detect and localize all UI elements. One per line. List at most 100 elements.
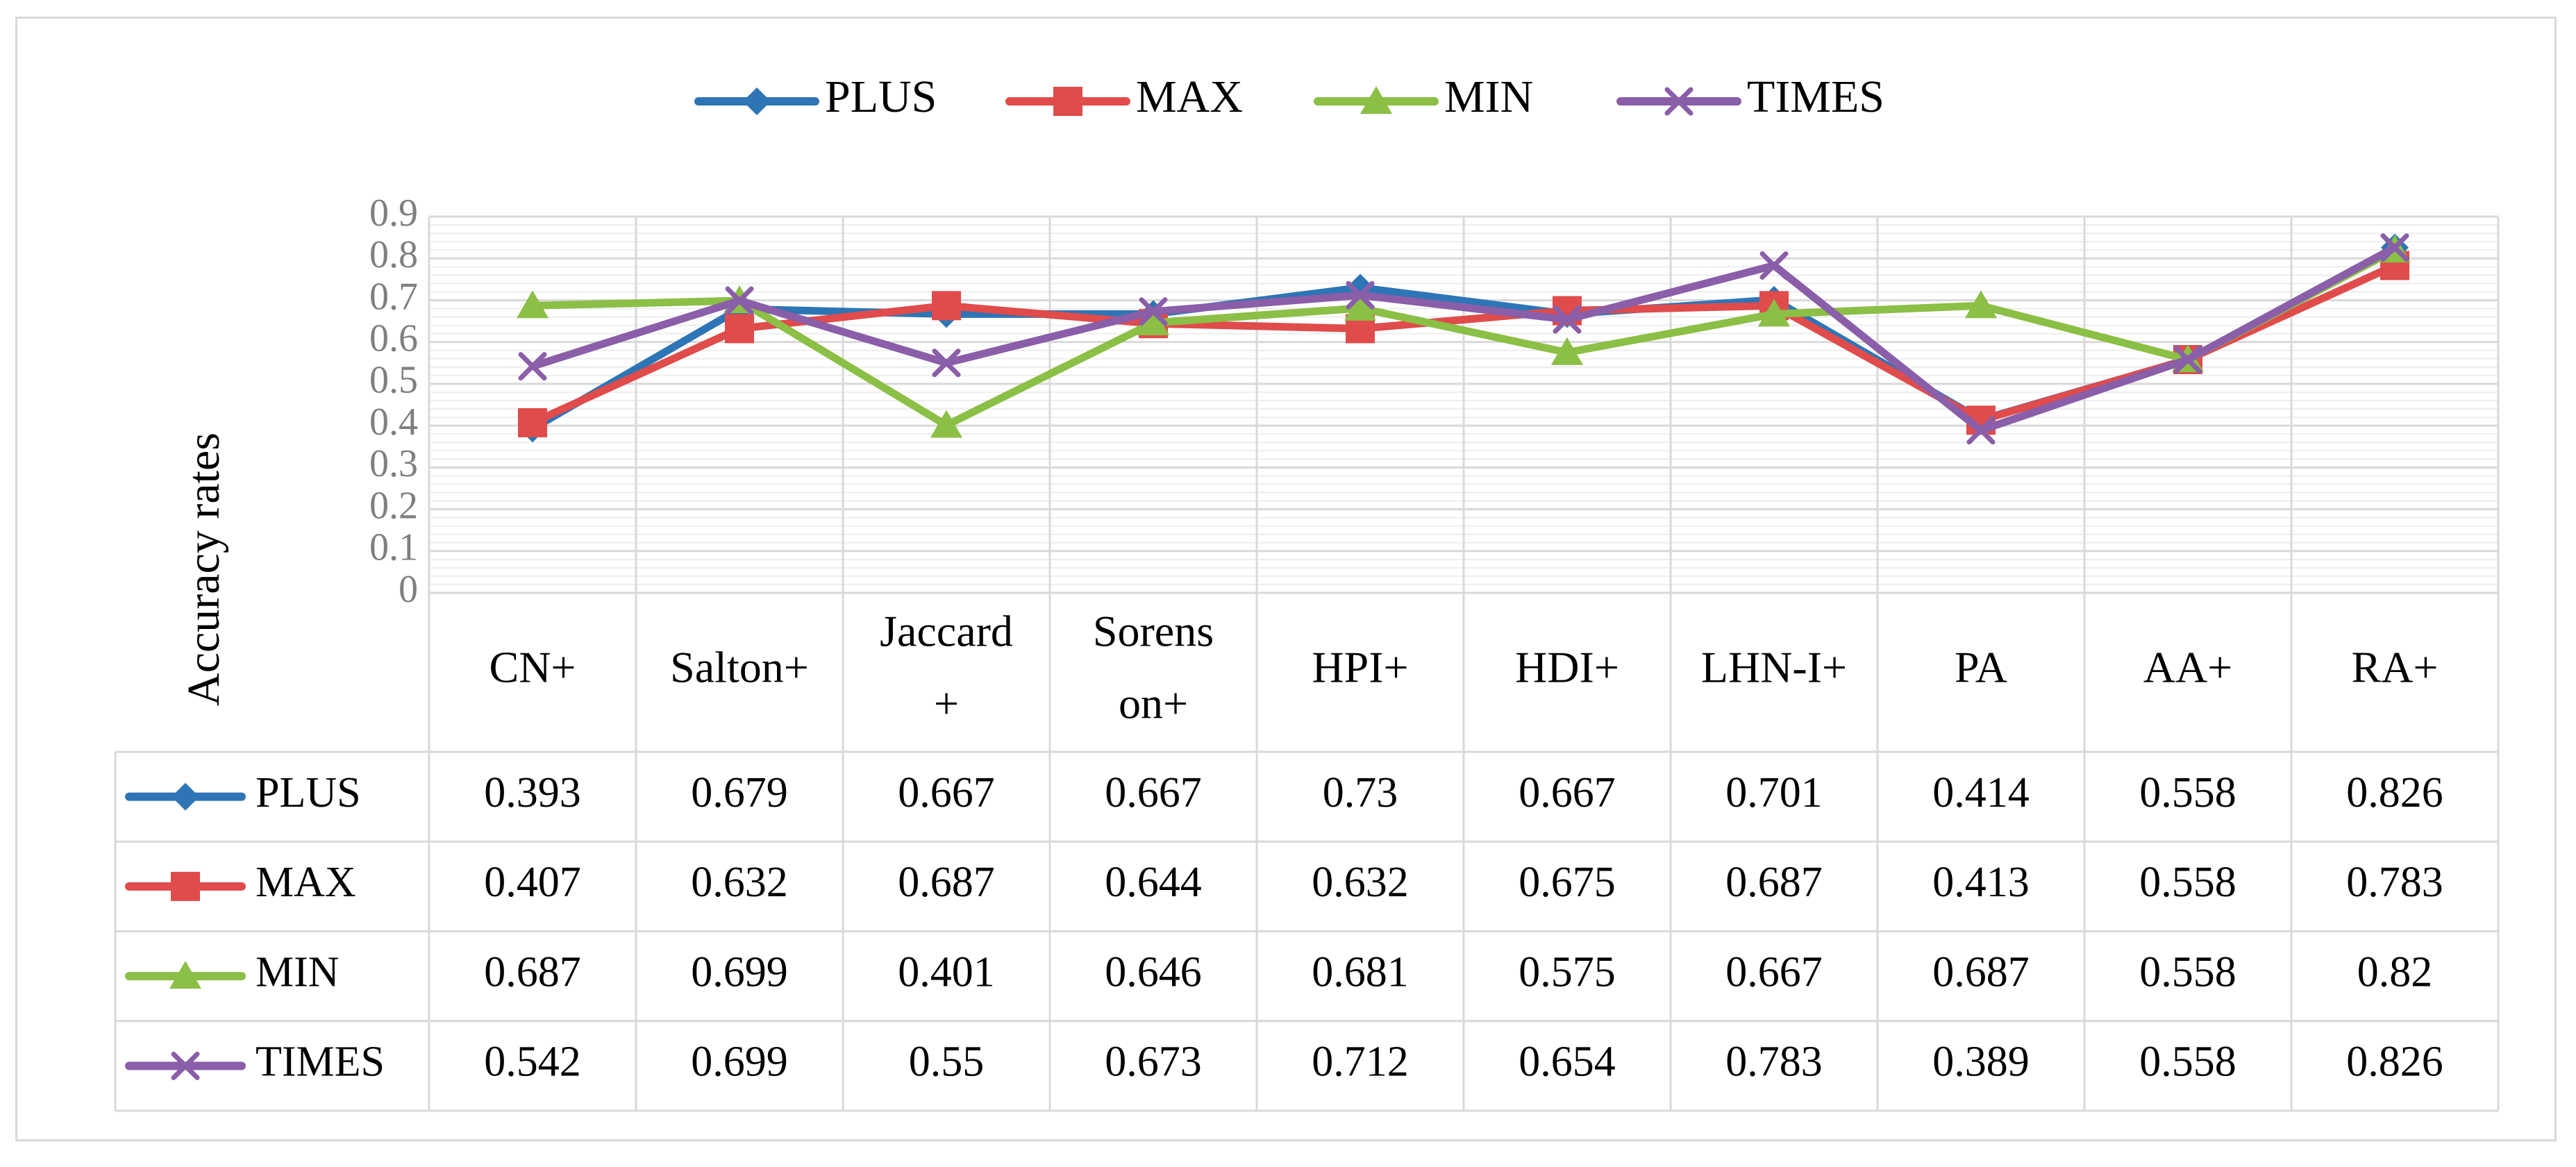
- category-label: Salton+: [670, 643, 809, 692]
- table-cell-value: 0.413: [1932, 859, 2030, 906]
- data-point: [2173, 345, 2202, 374]
- table-cell-value: 0.646: [1105, 948, 1202, 996]
- table-cell-value: 0.687: [1932, 948, 2030, 996]
- data-point: [930, 410, 962, 438]
- table-row-key-plus: [125, 782, 246, 811]
- table-cell-value: 0.667: [1725, 948, 1823, 996]
- legend-label: MIN: [1444, 72, 1533, 122]
- table-cell-value: 0.783: [2346, 859, 2443, 906]
- table-cell-value: 0.414: [1932, 769, 2030, 816]
- table-cell-value: 0.667: [898, 769, 995, 816]
- table-cell-value: 0.783: [1725, 1039, 1823, 1086]
- table-row-label: TIMES: [256, 1039, 385, 1086]
- legend-label: MAX: [1136, 72, 1243, 122]
- legend-swatch-marker: [743, 87, 771, 115]
- data-point: [1551, 337, 1583, 365]
- data-point: [1139, 297, 1168, 326]
- series-line: [528, 244, 2399, 435]
- data-point: [1346, 280, 1375, 310]
- y-tick-label: 0.2: [369, 484, 418, 527]
- data-point: [725, 314, 754, 344]
- table-cell-value: 0.699: [691, 1039, 788, 1086]
- category-label: Sorens: [1093, 607, 1214, 656]
- table-cell-value: 0.654: [1519, 1039, 1616, 1086]
- legend-item-min: [1314, 86, 1439, 114]
- table-cell-value: 0.55: [909, 1039, 985, 1086]
- table-cell-value: 0.681: [1312, 948, 1409, 996]
- table-cell-value: 0.558: [2139, 859, 2236, 906]
- table-row-key-min: [125, 961, 246, 989]
- data-point: [932, 349, 961, 378]
- y-axis-title: Accuracy rates: [178, 433, 229, 706]
- data-point: [1966, 416, 1996, 445]
- table-cell-value: 0.675: [1519, 859, 1616, 906]
- table-cell-value: 0.687: [1725, 859, 1823, 906]
- table-cell-value: 0.687: [484, 948, 581, 996]
- data-point: [1759, 251, 1789, 280]
- table-row-key-marker: [172, 782, 199, 811]
- data-point: [1553, 305, 1582, 334]
- y-tick-label: 0.9: [369, 192, 418, 235]
- legend-item-times: [1616, 87, 1741, 116]
- table-cell-value: 0.687: [898, 859, 995, 906]
- legend-label: PLUS: [825, 72, 937, 122]
- category-label: Jaccard: [880, 607, 1013, 656]
- table-cell-value: 0.667: [1519, 769, 1616, 816]
- series-line: [528, 246, 2399, 430]
- data-point: [518, 408, 547, 437]
- y-tick-label: 0.7: [369, 275, 418, 318]
- table-cell-value: 0.407: [484, 859, 581, 906]
- category-label: PA: [1955, 643, 2007, 692]
- y-tick-label: 0: [399, 568, 418, 611]
- table-cell-value: 0.667: [1105, 769, 1202, 816]
- data-point: [1758, 299, 1790, 327]
- y-tick-label: 0.1: [369, 526, 418, 569]
- data-point: [1137, 307, 1169, 335]
- table-row-key-max: [125, 871, 246, 901]
- legend-item-max: [1005, 87, 1130, 116]
- table-cell-value: 0.632: [1312, 859, 1409, 906]
- table-cell-value: 0.826: [2346, 1039, 2443, 1086]
- y-tick-label: 0.5: [369, 359, 418, 402]
- table-row-key-marker: [171, 871, 200, 901]
- series-times: [518, 233, 2409, 445]
- table-cell-value: 0.393: [484, 769, 581, 816]
- y-tick-label: 0.4: [369, 401, 418, 444]
- table-cell-value: 0.679: [691, 769, 788, 816]
- data-point: [517, 290, 549, 319]
- y-tick-label: 0.6: [369, 317, 418, 360]
- legend-label: TIMES: [1747, 72, 1884, 122]
- table-cell-value: 0.558: [2139, 948, 2236, 996]
- category-label: on+: [1119, 679, 1188, 728]
- data-point: [932, 291, 961, 321]
- table-cell-value: 0.575: [1519, 948, 1616, 996]
- y-tick-label: 0.8: [369, 233, 418, 276]
- table-cell-value: 0.673: [1105, 1039, 1202, 1086]
- table-row-label: PLUS: [256, 769, 361, 816]
- y-tick-label: 0.3: [369, 442, 418, 485]
- series-line: [528, 261, 2399, 427]
- category-label: CN+: [490, 643, 576, 692]
- table-cell-value: 0.826: [2346, 769, 2443, 816]
- legend-swatch-marker: [1360, 86, 1392, 114]
- category-label: HPI+: [1312, 643, 1408, 692]
- table-row-key-times: [125, 1051, 246, 1080]
- table-row-key-marker: [169, 961, 201, 989]
- data-point: [725, 286, 754, 315]
- table-cell-value: 0.542: [484, 1039, 581, 1086]
- legend-swatch-marker: [1664, 87, 1693, 116]
- table-cell-value: 0.701: [1725, 769, 1823, 816]
- data-point: [1965, 290, 1997, 319]
- table-cell-value: 0.699: [691, 948, 788, 996]
- table-cell-value: 0.389: [1932, 1039, 2030, 1086]
- table-cell-value: 0.558: [2139, 769, 2236, 816]
- table-cell-value: 0.73: [1323, 769, 1398, 816]
- data-point: [518, 352, 547, 381]
- legend-swatch-marker: [1053, 87, 1082, 116]
- table-cell-value: 0.644: [1105, 859, 1202, 906]
- legend-item-plus: [694, 87, 819, 115]
- category-label: RA+: [2352, 643, 2439, 692]
- table-row-label: MIN: [256, 948, 340, 996]
- category-label: LHN-I+: [1701, 643, 1847, 692]
